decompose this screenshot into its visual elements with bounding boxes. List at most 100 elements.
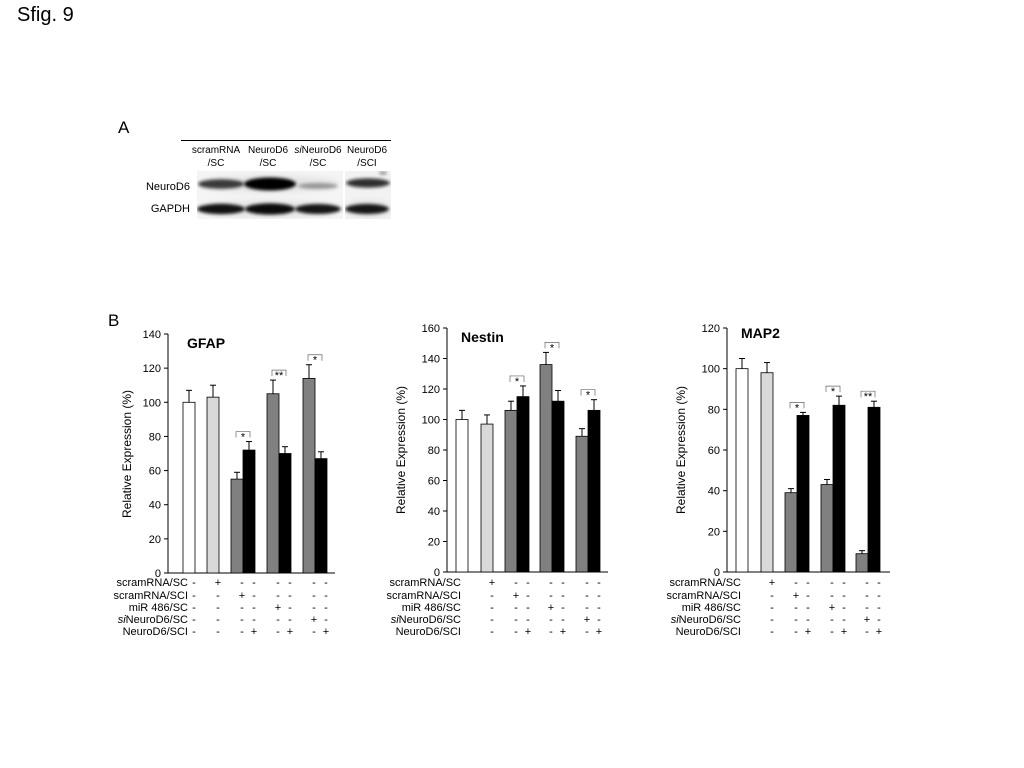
lane-header-line2: /SCI <box>357 158 377 169</box>
condition-label-text: scramRNA/SCI <box>666 590 741 602</box>
bar <box>314 458 328 574</box>
condition-symbol: - <box>490 614 494 626</box>
bar <box>867 406 881 573</box>
condition-symbol: - <box>252 590 256 602</box>
chart-title: MAP2 <box>741 325 780 341</box>
y-tick-label: 100 <box>422 415 440 427</box>
y-tick-label: 40 <box>428 506 440 518</box>
condition-label: scramRNA/SCI <box>386 590 461 602</box>
significance-label: * <box>241 432 246 444</box>
y-tick-label: 140 <box>422 354 440 366</box>
bar <box>302 377 316 574</box>
condition-symbol: - <box>806 602 810 614</box>
condition-symbol: - <box>794 626 798 638</box>
condition-symbol: - <box>585 590 589 602</box>
lane-header-1: scramRNA /SC <box>186 144 246 170</box>
condition-symbol: - <box>842 602 846 614</box>
condition-symbol: - <box>252 577 256 589</box>
bar <box>230 478 244 574</box>
condition-label-italic-prefix: si <box>391 614 400 626</box>
condition-symbol: + <box>525 626 531 638</box>
condition-symbol: + <box>548 602 554 614</box>
condition-symbol: - <box>842 590 846 602</box>
condition-label: scramRNA/SC <box>116 577 188 589</box>
condition-symbol: - <box>192 577 196 589</box>
panel-a-label: A <box>118 118 130 137</box>
condition-symbol: - <box>865 590 869 602</box>
condition-symbol: - <box>240 614 244 626</box>
condition-symbol: - <box>324 614 328 626</box>
bar <box>575 435 589 573</box>
y-tick-label: 80 <box>149 431 161 443</box>
condition-symbol: - <box>806 590 810 602</box>
lane-header-line2: /SC <box>309 158 327 169</box>
lane-header-line1: NeuroD6 <box>346 145 388 156</box>
significance-label: * <box>586 390 591 402</box>
lane-header-4: NeuroD6 /SCI <box>337 144 397 170</box>
condition-symbol: - <box>324 602 328 614</box>
condition-symbol: - <box>526 590 530 602</box>
condition-symbol: + <box>841 626 847 638</box>
condition-symbol: - <box>192 590 196 602</box>
condition-symbol: - <box>312 602 316 614</box>
significance-bracket <box>860 390 876 398</box>
bar <box>796 415 810 573</box>
y-tick-label: 20 <box>428 537 440 549</box>
western-blot-image <box>197 171 391 219</box>
condition-label: scramRNA/SCI <box>666 590 741 602</box>
condition-symbol: - <box>276 614 280 626</box>
y-tick-label: 60 <box>708 445 720 457</box>
condition-label-text: NeuroD6/SCI <box>396 626 461 638</box>
condition-symbol: + <box>489 577 495 589</box>
condition-symbol: - <box>597 614 601 626</box>
condition-symbol: - <box>585 602 589 614</box>
condition-symbol: - <box>794 577 798 589</box>
condition-symbol: - <box>770 602 774 614</box>
y-axis-label: Relative Expression (%) <box>674 386 688 514</box>
lane-header-line1-text: NeuroD6 <box>301 145 342 156</box>
condition-symbol: - <box>514 626 518 638</box>
condition-symbol: - <box>216 614 220 626</box>
chart-nestin: 0 20 40 60 80 100 120 140 160 Nestin Relative Expr… <box>386 323 608 638</box>
condition-symbol: - <box>288 602 292 614</box>
condition-symbol: - <box>830 614 834 626</box>
condition-symbol: - <box>549 590 553 602</box>
condition-symbol: - <box>490 602 494 614</box>
lane-header-line2: /SC <box>259 158 277 169</box>
bar <box>480 423 494 573</box>
condition-symbol: + <box>864 614 870 626</box>
condition-symbol: - <box>561 590 565 602</box>
condition-symbol: - <box>324 590 328 602</box>
band-gapdh-lane4 <box>345 204 389 214</box>
condition-symbol: - <box>526 577 530 589</box>
significance-bracket <box>544 342 560 349</box>
y-tick-label: 0 <box>155 568 161 580</box>
condition-symbol: + <box>215 577 221 589</box>
bar <box>587 409 601 573</box>
condition-symbol: - <box>288 577 292 589</box>
condition-symbol: - <box>240 626 244 638</box>
significance-label: ** <box>864 391 873 403</box>
condition-symbol: - <box>770 590 774 602</box>
bar <box>182 401 196 574</box>
condition-symbol: - <box>288 590 292 602</box>
condition-symbol: + <box>584 614 590 626</box>
condition-symbol: - <box>877 577 881 589</box>
band-neurod6-lane3 <box>298 183 338 189</box>
condition-label-text: scramRNA/SCI <box>386 590 461 602</box>
condition-label-text: scramRNA/SC <box>389 577 461 589</box>
significance-bracket <box>580 389 596 396</box>
y-tick-label: 160 <box>422 323 440 335</box>
band-gapdh-lane2 <box>245 203 295 215</box>
significance-label: * <box>313 355 318 367</box>
condition-label: miR 486/SC <box>129 602 188 614</box>
condition-symbol: - <box>842 614 846 626</box>
condition-symbol: - <box>192 626 196 638</box>
condition-label-text: NeuroD6/SC <box>679 614 741 626</box>
condition-symbol: - <box>514 577 518 589</box>
condition-label-text: scramRNA/SC <box>116 577 188 589</box>
significance-bracket <box>235 431 251 438</box>
chart-map2: 0 20 40 60 80 100 120 MAP2 Relative Expression (… <box>666 323 890 638</box>
condition-label: scramRNA/SC <box>389 577 461 589</box>
